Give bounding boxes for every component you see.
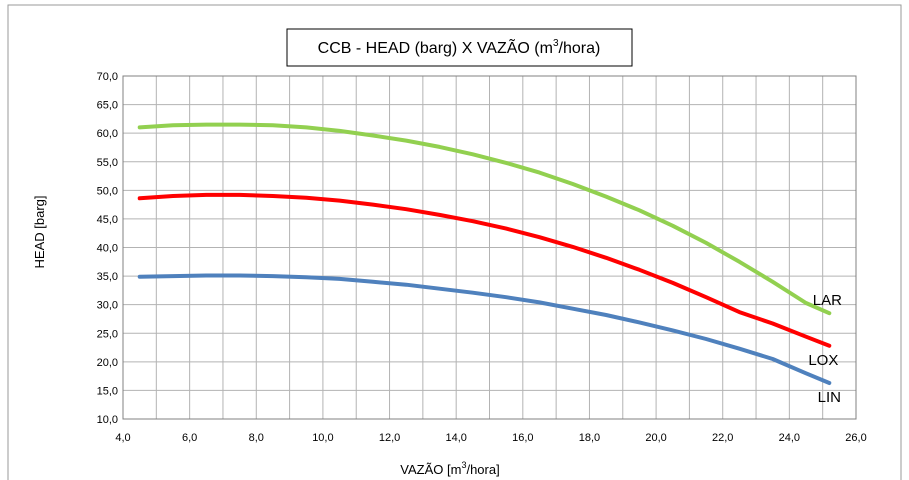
- y-tick-label: 70,0: [97, 71, 118, 83]
- xlabel-main-text: VAZÃO [m: [400, 462, 461, 477]
- x-tick-label: 6,0: [182, 432, 197, 444]
- series-label-lin: LIN: [818, 389, 841, 406]
- series-label-lar: LAR: [813, 292, 842, 309]
- x-axis-tick-labels: 4,0 6,0 8,0 10,0 12,0 14,0 16,0 18,0 20,0 22,0 24,…: [115, 432, 866, 444]
- data-series: [137, 122, 832, 385]
- y-tick-label: 35,0: [97, 271, 118, 283]
- y-axis-label: HEAD [barg]: [32, 196, 47, 269]
- y-tick-label: 10,0: [97, 414, 118, 426]
- x-tick-label: 4,0: [115, 432, 130, 444]
- y-tick-label: 65,0: [97, 100, 118, 112]
- chart-title: CCB - HEAD (barg) X VAZÃO (m3/hora): [318, 37, 601, 57]
- plot-area-border: [122, 75, 857, 420]
- y-tick-label: 20,0: [97, 357, 118, 369]
- y-tick-label: 45,0: [97, 214, 118, 226]
- chart-title-box: CCB - HEAD (barg) X VAZÃO (m3/hora): [286, 28, 633, 67]
- xlabel-tail-text: /hora]: [466, 462, 499, 477]
- y-tick-label: 40,0: [97, 243, 118, 255]
- x-tick-label: 10,0: [312, 432, 333, 444]
- x-tick-label: 18,0: [579, 432, 600, 444]
- title-main-text: CCB - HEAD (barg) X VAZÃO (m: [318, 37, 553, 57]
- y-tick-label: 30,0: [97, 300, 118, 312]
- x-tick-label: 14,0: [445, 432, 466, 444]
- title-tail-text: /hora): [559, 40, 601, 57]
- y-tick-label: 25,0: [97, 328, 118, 340]
- x-tick-label: 16,0: [512, 432, 533, 444]
- gridlines: [122, 75, 857, 420]
- x-tick-label: 22,0: [712, 432, 733, 444]
- y-tick-label: 60,0: [97, 128, 118, 140]
- x-axis-label: VAZÃO [m3/hora]: [400, 460, 499, 477]
- y-tick-label: 55,0: [97, 157, 118, 169]
- y-axis-tick-labels: 10,0 15,0 20,0 25,0 30,0 35,0 40,0 45,0 50,0 55,0…: [97, 71, 118, 426]
- x-tick-label: 8,0: [249, 432, 264, 444]
- series-line-lar: [137, 122, 832, 316]
- series-labels: LAR LOX LIN: [808, 292, 842, 406]
- series-line-lin: [137, 273, 832, 385]
- x-tick-label: 26,0: [845, 432, 866, 444]
- series-label-lox: LOX: [808, 352, 838, 369]
- series-line-lox: [137, 192, 832, 348]
- y-tick-label: 50,0: [97, 185, 118, 197]
- x-tick-label: 12,0: [379, 432, 400, 444]
- xlabel-superscript: 3: [461, 460, 466, 470]
- x-tick-label: 24,0: [779, 432, 800, 444]
- title-frame: [286, 28, 633, 67]
- y-tick-label: 15,0: [97, 385, 118, 397]
- x-tick-label: 20,0: [645, 432, 666, 444]
- title-superscript: 3: [553, 38, 559, 49]
